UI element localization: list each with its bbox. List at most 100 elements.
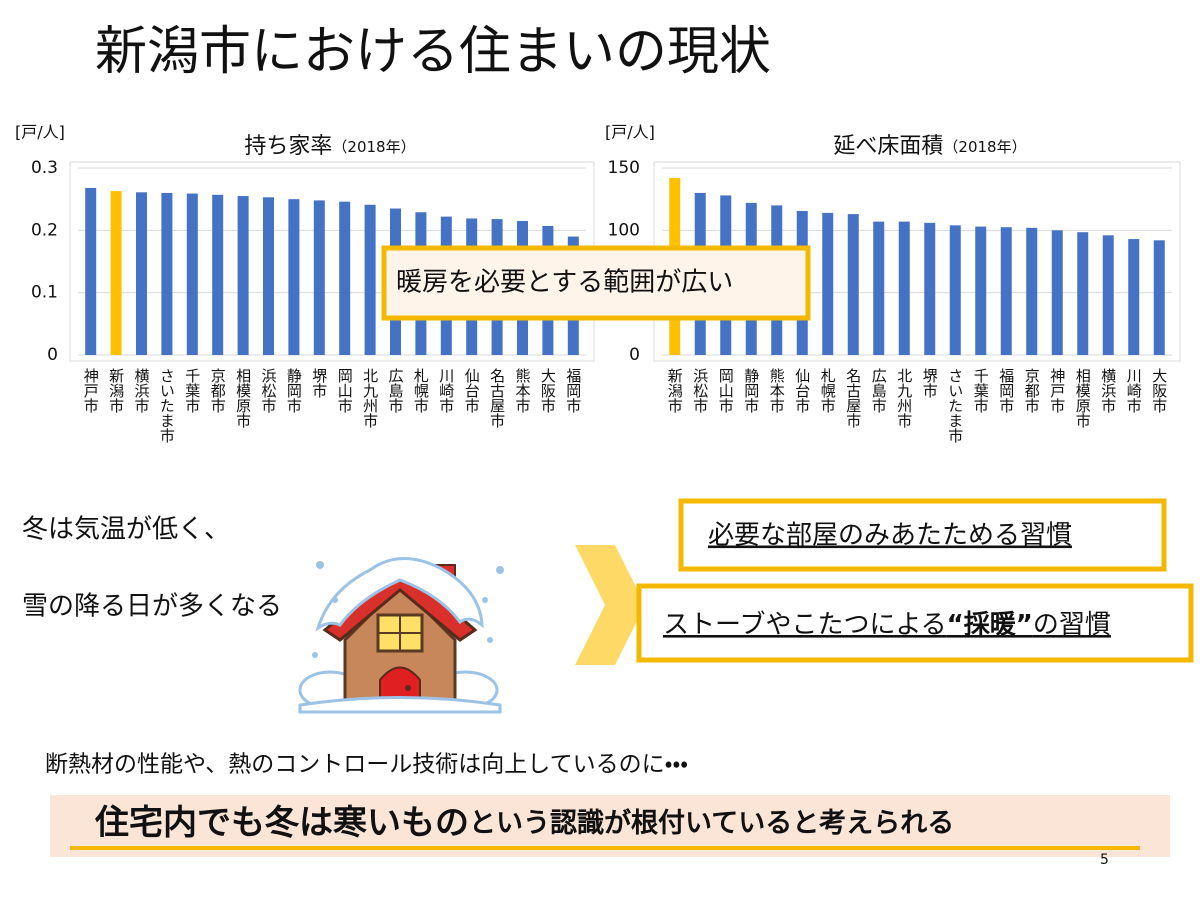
habit-text: 必要な部屋のみあたためる習慣 bbox=[708, 521, 1072, 551]
y-tick-label: 0.3 bbox=[31, 158, 58, 178]
x-tick-label: 千葉市 bbox=[972, 368, 990, 413]
x-tick-label: 静岡市 bbox=[742, 368, 760, 413]
x-tick-label: 川崎市 bbox=[437, 368, 455, 413]
x-tick-label: 大阪市 bbox=[1150, 368, 1168, 413]
y-tick-label: 0.2 bbox=[31, 220, 58, 240]
x-tick-label: 大阪市 bbox=[539, 368, 557, 413]
x-tick-label: 仙台市 bbox=[793, 368, 811, 413]
x-tick-label: 神戸市 bbox=[1048, 368, 1066, 413]
y-tick-label: 0.1 bbox=[31, 283, 58, 303]
bar bbox=[873, 221, 885, 355]
x-tick-label: 千葉市 bbox=[183, 368, 201, 413]
note-text: 断熱材の性能や、熱のコントロール技術は向上しているのに・・・ bbox=[45, 752, 688, 778]
x-tick-label: 京都市 bbox=[209, 368, 227, 413]
x-tick-label: 熊本市 bbox=[768, 368, 786, 413]
y-tick-label: 0 bbox=[629, 345, 640, 365]
bar bbox=[1128, 239, 1140, 355]
x-tick-label: 川崎市 bbox=[1125, 368, 1143, 413]
x-tick-label: 広島市 bbox=[870, 368, 888, 413]
x-tick-label: 岡山市 bbox=[336, 368, 354, 413]
conclusion-text: 住宅内でも冬は寒いものという認識が根付いていると考えられる bbox=[94, 803, 954, 843]
callout-text: 暖房を必要とする範囲が広い bbox=[396, 268, 733, 298]
habit-text-part: ストーブやこたつによる bbox=[663, 610, 947, 640]
climate-text: 雪の降る日が多くなる bbox=[22, 592, 282, 622]
x-tick-label: さいたま市 bbox=[158, 368, 176, 443]
y-tick-label: 100 bbox=[608, 220, 640, 240]
bar bbox=[212, 194, 224, 355]
x-tick-label: 相模原市 bbox=[1074, 368, 1092, 428]
habit-text-part: の習慣 bbox=[1033, 610, 1111, 640]
x-tick-label: 名古屋市 bbox=[844, 368, 862, 428]
x-tick-label: 札幌市 bbox=[819, 368, 837, 413]
chart-title: 延べ床面積（2018年） bbox=[833, 134, 1026, 159]
house-illustration bbox=[298, 557, 504, 714]
bar bbox=[364, 204, 376, 355]
bar bbox=[237, 196, 249, 355]
x-tick-label: 新潟市 bbox=[666, 368, 684, 413]
x-tick-label: 札幌市 bbox=[412, 368, 430, 413]
chart-title: 持ち家率（2018年） bbox=[244, 134, 415, 159]
conclusion-rest: という認識が根付いていると考えられる bbox=[469, 807, 954, 839]
x-tick-label: 相模原市 bbox=[234, 368, 252, 428]
x-tick-label: 福岡市 bbox=[564, 368, 582, 413]
x-tick-label: 北九州市 bbox=[361, 368, 379, 428]
bar bbox=[847, 214, 859, 355]
bar bbox=[1051, 230, 1063, 355]
chart-title-main: 持ち家率 bbox=[244, 134, 332, 159]
bar bbox=[288, 199, 300, 355]
unit-label: [戸/人] bbox=[605, 123, 655, 142]
bar bbox=[161, 192, 173, 355]
bar bbox=[949, 225, 961, 355]
bar bbox=[975, 226, 987, 355]
climate-text: 冬は気温が低く、 bbox=[22, 515, 230, 545]
bar bbox=[339, 201, 351, 355]
bar bbox=[924, 222, 936, 355]
chart-subtitle: （2018年） bbox=[332, 138, 415, 156]
bar bbox=[1026, 227, 1038, 355]
x-tick-label: 福岡市 bbox=[997, 368, 1015, 413]
bar bbox=[85, 187, 97, 355]
page-number: 5 bbox=[1100, 852, 1109, 868]
bar bbox=[263, 197, 274, 355]
x-tick-label: 堺市 bbox=[921, 368, 939, 398]
y-tick-label: 150 bbox=[608, 158, 640, 178]
x-tick-label: 岡山市 bbox=[717, 368, 735, 413]
slide-title: 新潟市における住まいの現状 bbox=[95, 22, 771, 82]
x-tick-label: 浜松市 bbox=[260, 368, 278, 413]
x-tick-label: 浜松市 bbox=[691, 368, 709, 413]
x-tick-label: 神戸市 bbox=[82, 368, 100, 413]
bar bbox=[110, 191, 122, 355]
x-tick-label: 北九州市 bbox=[895, 368, 913, 428]
habit-box bbox=[636, 583, 1194, 663]
bar bbox=[136, 192, 147, 355]
bar bbox=[186, 193, 198, 355]
x-tick-label: 静岡市 bbox=[285, 368, 303, 413]
bar bbox=[822, 212, 834, 355]
bar bbox=[1077, 232, 1089, 355]
x-tick-label: さいたま市 bbox=[946, 368, 964, 443]
bar bbox=[313, 200, 325, 355]
bar bbox=[1102, 235, 1114, 355]
x-tick-label: 堺市 bbox=[310, 368, 328, 398]
unit-label: [戸/人] bbox=[15, 123, 65, 142]
chart-title-main: 延べ床面積 bbox=[833, 134, 943, 159]
habit-text: ストーブやこたつによる“採暖”の習慣 bbox=[663, 610, 1111, 640]
chart-subtitle: （2018年） bbox=[943, 138, 1026, 156]
bar bbox=[1000, 227, 1012, 355]
habit-box bbox=[678, 498, 1167, 572]
x-tick-label: 横浜市 bbox=[133, 368, 151, 413]
arrow bbox=[575, 545, 645, 665]
x-tick-label: 熊本市 bbox=[514, 368, 532, 413]
bar bbox=[898, 221, 910, 355]
x-tick-label: 仙台市 bbox=[463, 368, 481, 413]
x-tick-label: 横浜市 bbox=[1099, 368, 1117, 413]
callout-box bbox=[381, 245, 811, 321]
x-tick-label: 名古屋市 bbox=[488, 368, 506, 428]
conclusion-emphasis: 住宅内でも冬は寒いもの bbox=[94, 803, 469, 843]
x-tick-label: 京都市 bbox=[1023, 368, 1041, 413]
x-tick-label: 新潟市 bbox=[107, 368, 125, 413]
habit-text-bold: “採暖” bbox=[947, 610, 1033, 640]
bar bbox=[1153, 240, 1165, 355]
